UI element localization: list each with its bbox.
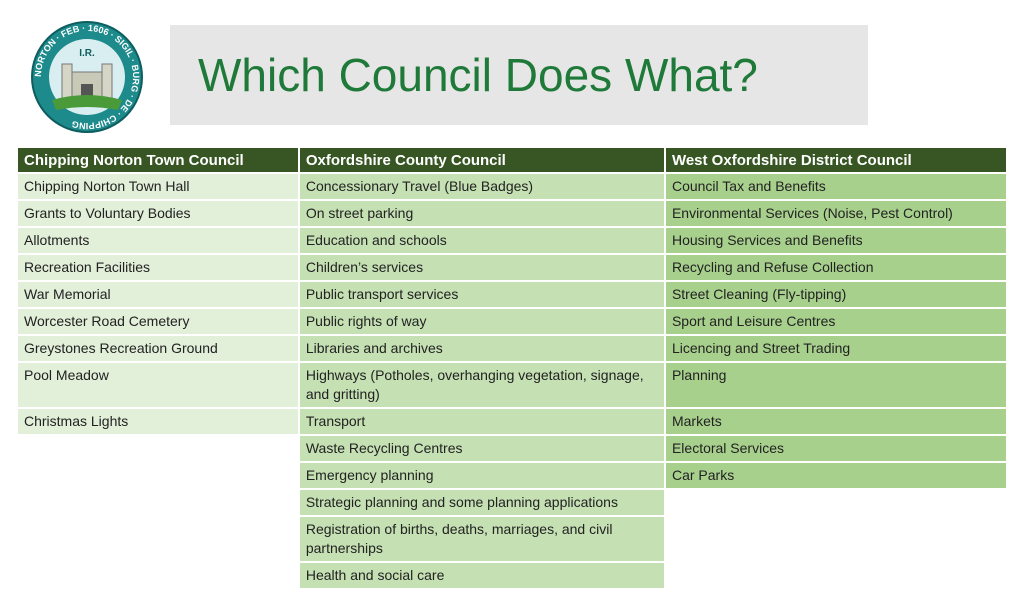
table-cell: Health and social care: [299, 563, 664, 588]
table-cell: Recreation Facilities: [18, 255, 298, 280]
column-header: Chipping Norton Town Council: [18, 148, 298, 172]
table-cell: Council Tax and Benefits: [665, 174, 1006, 199]
table-cell: Chipping Norton Town Hall: [18, 174, 298, 199]
table-cell: Waste Recycling Centres: [299, 436, 664, 461]
header-row: Chipping Norton Town Council Oxfordshire …: [18, 148, 1006, 172]
table-cell: Public transport services: [299, 282, 664, 307]
table-cell: Emergency planning: [299, 463, 664, 488]
table-row: Recreation Facilities Children’s services…: [18, 255, 1006, 280]
table-cell: Strategic planning and some planning app…: [299, 490, 664, 515]
table-cell: War Memorial: [18, 282, 298, 307]
title: Which Council Does What?: [198, 49, 758, 101]
table-cell: Car Parks: [665, 463, 1006, 488]
table-row: Pool Meadow Highways (Potholes, overhangi…: [18, 363, 1006, 407]
empty-cell: [18, 436, 298, 461]
table-cell: On street parking: [299, 201, 664, 226]
table-row: Waste Recycling Centres Electoral Service…: [18, 436, 1006, 461]
table-row: Registration of births, deaths, marriage…: [18, 517, 1006, 561]
table-cell: Electoral Services: [665, 436, 1006, 461]
table-cell: Environmental Services (Noise, Pest Cont…: [665, 201, 1006, 226]
table-cell: Education and schools: [299, 228, 664, 253]
table-cell: Licencing and Street Trading: [665, 336, 1006, 361]
empty-cell: [18, 563, 298, 588]
table-row: Emergency planning Car Parks: [18, 463, 1006, 488]
empty-cell: [666, 490, 1006, 515]
table-cell: Children’s services: [299, 255, 664, 280]
table-cell: Libraries and archives: [299, 336, 664, 361]
table-row: Chipping Norton Town Hall Concessionary T…: [18, 174, 1006, 199]
table-cell: Planning: [665, 363, 1006, 407]
empty-cell: [666, 563, 1006, 588]
table-row: Health and social care: [18, 563, 1006, 588]
table-cell: Sport and Leisure Centres: [665, 309, 1006, 334]
table-row: Greystones Recreation Ground Libraries an…: [18, 336, 1006, 361]
table-cell: Recycling and Refuse Collection: [665, 255, 1006, 280]
empty-cell: [18, 517, 298, 561]
council-table: Chipping Norton Town Council Oxfordshire …: [16, 146, 1008, 590]
empty-cell: [18, 490, 298, 515]
table-cell: Registration of births, deaths, marriage…: [299, 517, 664, 561]
table-cell: Concessionary Travel (Blue Badges): [299, 174, 664, 199]
table-cell: Housing Services and Benefits: [665, 228, 1006, 253]
table-cell: Worcester Road Cemetery: [18, 309, 298, 334]
table-row: War Memorial Public transport services Str…: [18, 282, 1006, 307]
table-cell: Street Cleaning (Fly-tipping): [665, 282, 1006, 307]
table-cell: Grants to Voluntary Bodies: [18, 201, 298, 226]
column-header: Oxfordshire County Council: [299, 148, 664, 172]
table-cell: Transport: [299, 409, 664, 434]
table-cell: Pool Meadow: [18, 363, 298, 407]
table-row: Strategic planning and some planning app…: [18, 490, 1006, 515]
column-header: West Oxfordshire District Council: [665, 148, 1006, 172]
table-cell: Greystones Recreation Ground: [18, 336, 298, 361]
table-cell: Christmas Lights: [18, 409, 298, 434]
table-row: Grants to Voluntary Bodies On street park…: [18, 201, 1006, 226]
empty-cell: [18, 463, 298, 488]
table-cell: Highways (Potholes, overhanging vegetati…: [299, 363, 664, 407]
logo: NORTON · FEB · 1606 · SIGIL · BURG · DE …: [31, 21, 143, 133]
table-row: Worcester Road Cemetery Public rights of …: [18, 309, 1006, 334]
table-cell: Public rights of way: [299, 309, 664, 334]
empty-cell: [666, 517, 1006, 561]
table-cell: Allotments: [18, 228, 298, 253]
logo-initials: I.R.: [79, 48, 95, 59]
table-row: Allotments Education and schools Housing S…: [18, 228, 1006, 253]
table-row: Christmas Lights Transport Markets: [18, 409, 1006, 434]
title-box: Which Council Does What?: [170, 25, 868, 125]
table-cell: Markets: [665, 409, 1006, 434]
